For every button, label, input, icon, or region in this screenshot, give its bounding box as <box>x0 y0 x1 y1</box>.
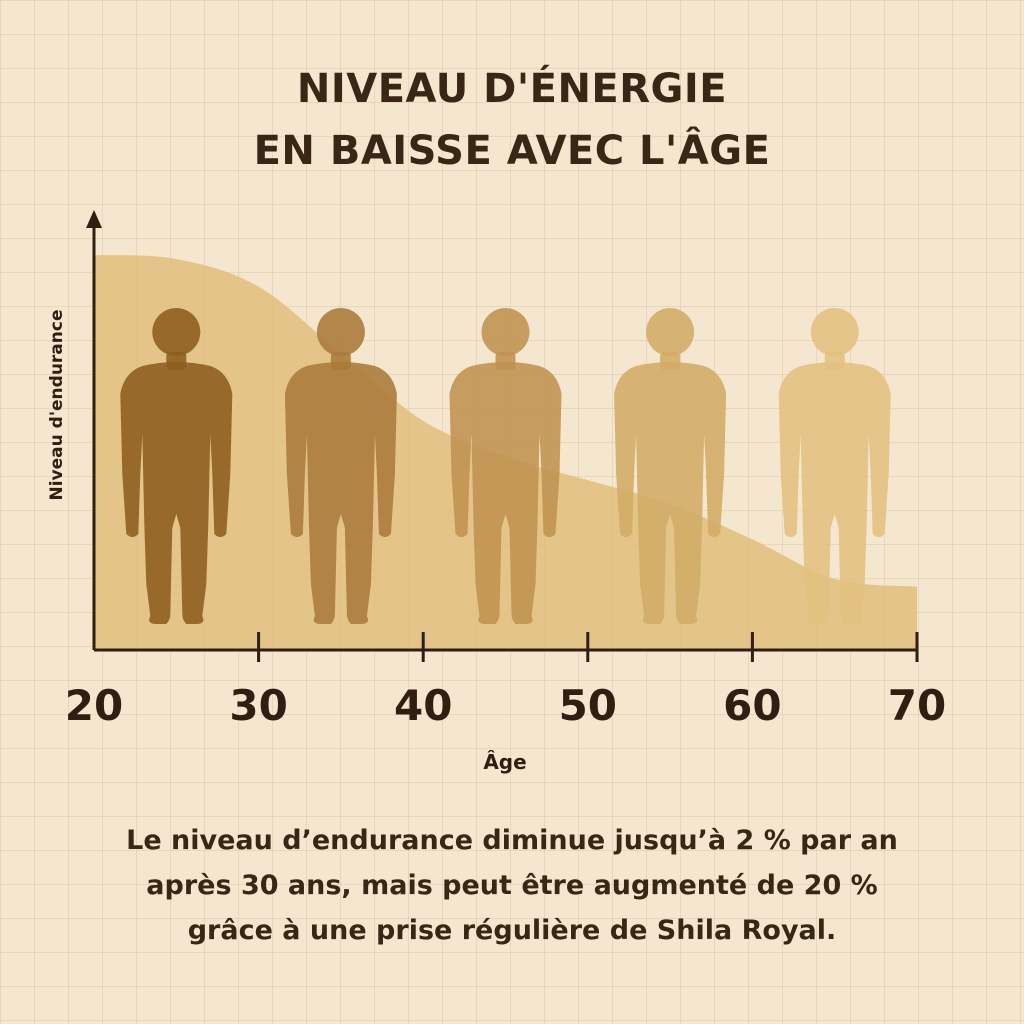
x-tick-label-40: 40 <box>394 681 452 730</box>
x-tick-label-20: 20 <box>65 681 123 730</box>
x-axis-ticks: 20 30 40 50 60 70 <box>65 632 946 730</box>
title-line-1: NIVEAU D'ÉNERGIE <box>296 66 728 112</box>
x-tick-label-50: 50 <box>559 681 617 730</box>
caption: Le niveau d’endurance diminue jusqu’à 2 … <box>60 818 964 953</box>
endurance-area <box>94 255 917 650</box>
x-tick-label-70: 70 <box>888 681 946 730</box>
y-axis-arrow-icon <box>86 210 102 228</box>
caption-line-2: après 30 ans, mais peut être augmenté de… <box>146 870 878 901</box>
y-axis-label: Niveau d'endurance <box>47 309 67 501</box>
x-axis-label: Âge <box>483 750 527 774</box>
x-tick-label-60: 60 <box>723 681 781 730</box>
caption-line-3: grâce à une prise régulière de Shila Roy… <box>187 915 837 946</box>
caption-line-1: Le niveau d’endurance diminue jusqu’à 2 … <box>126 825 898 856</box>
title-line-2: EN BAISSE AVEC L'ÂGE <box>253 128 771 174</box>
chart-title: NIVEAU D'ÉNERGIE EN BAISSE AVEC L'ÂGE <box>0 58 1024 182</box>
x-tick-label-30: 30 <box>229 681 287 730</box>
